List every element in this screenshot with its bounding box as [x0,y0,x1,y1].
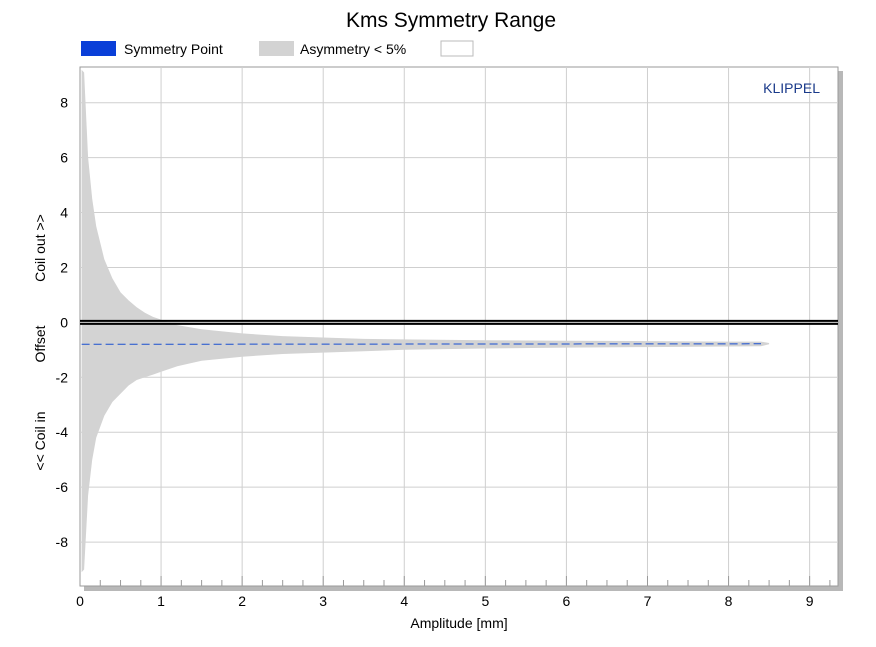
y-axis-label-coil-out: Coil out >> [32,214,48,282]
x-tick-labels: 0 1 2 3 4 5 6 7 8 9 [76,593,814,609]
brand-label: KLIPPEL [763,80,820,96]
y-tick-labels: 8 6 4 2 0 -2 -4 -6 -8 [56,95,69,550]
y-tick-label: -4 [56,424,69,440]
x-tick-label: 5 [481,593,489,609]
x-tick-label: 7 [644,593,652,609]
chart-title: Kms Symmetry Range [346,9,556,32]
y-tick-label: 0 [60,314,68,330]
x-tick-label: 6 [563,593,571,609]
symmetry-point-line [81,343,762,345]
plot-area [79,66,839,587]
x-tick-label: 3 [319,593,327,609]
y-tick-label: 4 [60,205,68,221]
y-tick-label: -6 [56,479,69,495]
minor-ticks [99,576,831,586]
legend-label-asymmetry: Asymmetry < 5% [300,41,406,57]
legend-swatch-asymmetry [259,41,294,56]
legend: Symmetry Point Asymmetry < 5% [81,40,474,57]
x-tick-label: 9 [806,593,814,609]
grid [80,67,838,586]
y-axis-label-coil-in: << Coil in [32,411,48,470]
y-tick-label: -8 [56,534,69,550]
lines [80,319,838,345]
y-tick-label: 6 [60,150,68,166]
legend-swatch-empty [440,40,474,57]
x-tick-label: 0 [76,593,84,609]
legend-swatch-symmetry-point [81,41,116,56]
y-tick-label: 8 [60,95,68,111]
x-tick-label: 8 [725,593,733,609]
x-tick-label: 2 [238,593,246,609]
x-tick-label: 1 [157,593,165,609]
x-axis-label: Amplitude [mm] [410,615,507,631]
y-axis-label: << Coil in Offset Coil out >> [32,214,48,470]
x-tick-label: 4 [400,593,408,609]
y-axis-label-offset: Offset [32,325,48,362]
y-tick-label: 2 [60,259,68,275]
legend-label-symmetry-point: Symmetry Point [124,41,223,57]
y-tick-label: -2 [56,369,69,385]
